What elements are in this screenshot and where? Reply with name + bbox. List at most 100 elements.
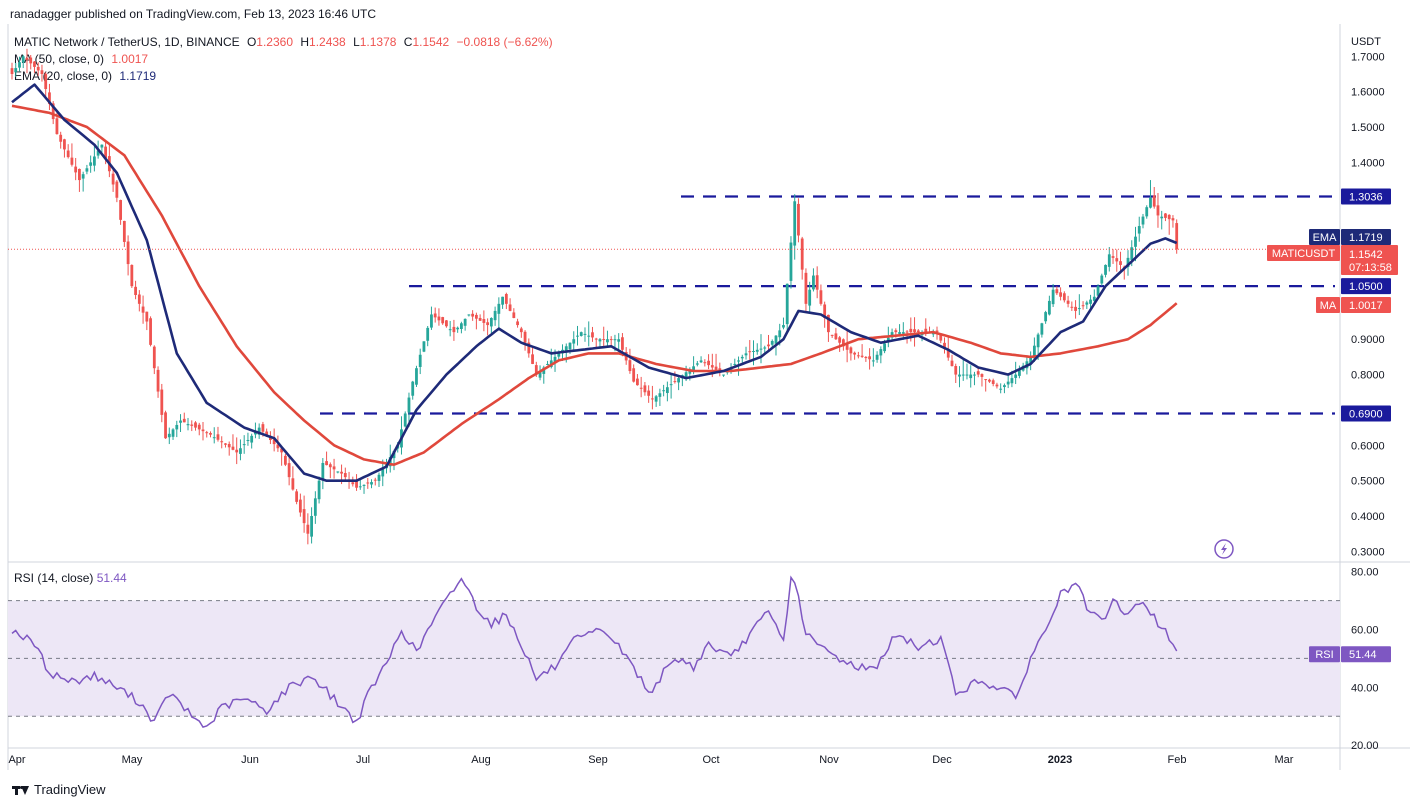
candle-body — [707, 360, 710, 366]
price-axis-unit: USDT — [1351, 36, 1381, 48]
candle-body — [1096, 286, 1100, 296]
candle-body — [44, 73, 48, 90]
candle-body — [220, 441, 224, 443]
candle-body — [531, 354, 534, 364]
ohlc-high: 1.2438 — [309, 35, 346, 49]
ohlc-close-label: C — [403, 35, 413, 49]
rsi-legend[interactable]: RSI (14, close) 51.44 — [14, 571, 127, 585]
candle-body — [853, 352, 857, 355]
candle-body — [261, 424, 265, 432]
candle-body — [763, 347, 767, 349]
candle-body — [302, 509, 306, 524]
candle-body — [18, 62, 21, 68]
candle-body — [164, 412, 167, 439]
candle-body — [78, 168, 81, 181]
candle-body — [1111, 256, 1115, 258]
candle-body — [1085, 302, 1089, 305]
candle-body — [1134, 236, 1137, 247]
candle-body — [81, 174, 85, 179]
rsi-tick-label: 40.00 — [1351, 682, 1379, 694]
candle-body — [572, 339, 576, 344]
candle-body — [1029, 356, 1033, 365]
candle-body — [950, 360, 954, 367]
price-tick-label: 0.3000 — [1351, 546, 1385, 558]
candle-body — [1119, 261, 1122, 265]
candle-body — [849, 347, 853, 354]
candle-body — [250, 435, 254, 443]
candle-body — [737, 360, 740, 362]
candle-body — [1003, 385, 1006, 388]
candle-body — [332, 466, 336, 470]
candle-body — [313, 498, 317, 516]
candle-body — [662, 390, 666, 392]
candle-body — [946, 350, 950, 358]
candle-body — [868, 356, 872, 360]
candle-body — [362, 484, 366, 486]
candle-body — [1014, 374, 1018, 378]
candle-body — [33, 61, 36, 67]
candle-body — [291, 478, 295, 490]
candle-body — [265, 431, 269, 436]
ma-price-tag-bg — [1341, 297, 1391, 313]
price-tick-label: 1.5000 — [1351, 122, 1385, 134]
candle-body — [280, 448, 284, 453]
candle-body — [295, 491, 299, 502]
candle-body — [594, 338, 598, 340]
candle-body — [834, 333, 838, 340]
candle-body — [800, 238, 804, 270]
candle-body — [654, 396, 658, 402]
candle-body — [48, 92, 51, 105]
level-tag-1-3036-bg — [1341, 188, 1391, 205]
candle-body — [969, 374, 973, 379]
candle-body — [418, 354, 422, 367]
candle-body — [710, 365, 714, 368]
flash-alert-ring — [1214, 539, 1234, 559]
candle-body — [235, 449, 239, 453]
candle-body — [1141, 216, 1145, 225]
candle-body — [246, 439, 250, 441]
candle-body — [1070, 306, 1074, 308]
last-price-tag-bg — [1341, 245, 1398, 275]
tradingview-brand[interactable]: TradingView — [12, 782, 106, 797]
candle-body — [1115, 258, 1119, 262]
ma-legend[interactable]: MA (50, close, 0) 1.0017 — [14, 52, 152, 66]
last-price-tag: 1.1542 — [1349, 249, 1383, 261]
candle-body — [216, 434, 220, 440]
candle-body — [935, 330, 939, 333]
price-tick-label: 1.4000 — [1351, 157, 1385, 169]
level-tag-0-6900: 0.6900 — [1349, 408, 1383, 420]
price-tick-label: 1.6000 — [1351, 87, 1385, 99]
candle-body — [182, 418, 186, 423]
candle-body — [553, 356, 557, 363]
candle-body — [403, 413, 407, 427]
candle-body — [519, 328, 523, 333]
candle-body — [632, 368, 636, 382]
ohlc-change: −0.0818 (−6.62%) — [456, 35, 553, 49]
rsi-value-tag: 51.44 — [1349, 649, 1377, 661]
candle-body — [358, 486, 362, 488]
candle-body — [452, 326, 456, 333]
candle-body — [126, 241, 130, 265]
ohlc-close: 1.1542 — [412, 35, 450, 49]
candle-body — [909, 328, 913, 333]
candles — [10, 48, 1179, 545]
candle-body — [437, 316, 441, 321]
candle-body — [1104, 264, 1107, 275]
rsi-name-tag-bg — [1309, 646, 1340, 663]
candle-body — [961, 374, 965, 376]
candle-body — [733, 363, 737, 365]
candle-body — [587, 335, 591, 337]
candle-body — [665, 387, 669, 394]
candle-body — [171, 429, 175, 437]
ma-legend-label: MA (50, close, 0) — [14, 52, 105, 66]
candle-body — [119, 200, 123, 220]
price-tick-label: 0.9000 — [1351, 334, 1385, 346]
candle-body — [609, 339, 613, 341]
candle-body — [976, 371, 980, 375]
candle-body — [617, 339, 621, 342]
candle-body — [782, 325, 785, 328]
time-tick-label: 2023 — [1048, 754, 1072, 766]
candle-body — [471, 313, 475, 317]
candle-body — [366, 482, 370, 484]
